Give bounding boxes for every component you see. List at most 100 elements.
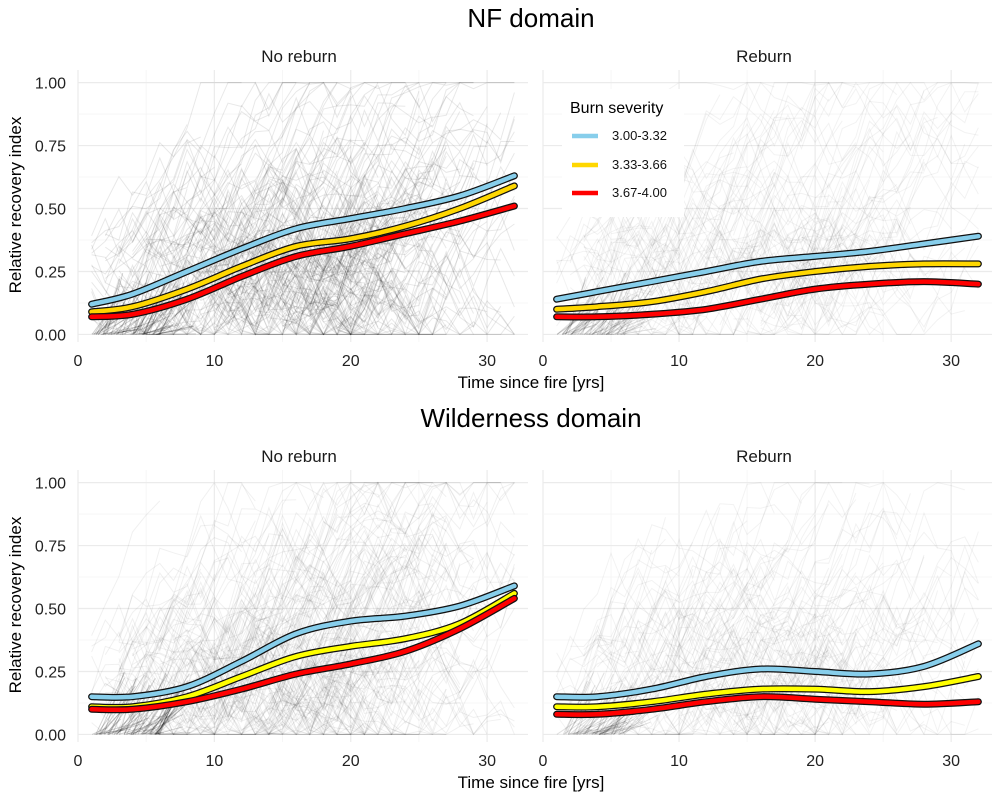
- trajectory-line: [568, 717, 592, 735]
- trajectory-line: [569, 211, 666, 325]
- trajectory-line: [213, 684, 365, 735]
- trajectory-line: [692, 572, 857, 681]
- trajectory-line: [157, 684, 183, 735]
- trajectory-line: [200, 535, 270, 659]
- trajectory-line: [705, 618, 884, 692]
- trajectory-line: [651, 177, 843, 306]
- trajectory-line: [282, 252, 501, 336]
- trajectory-line: [132, 598, 338, 727]
- trajectory-line: [773, 531, 979, 705]
- trajectory-line: [585, 725, 625, 735]
- trajectory-line: [295, 664, 365, 698]
- trajectory-line: [101, 325, 143, 335]
- y-tick-label: 0.00: [35, 327, 66, 344]
- trajectory-line: [282, 562, 515, 730]
- trajectory-line: [692, 119, 857, 292]
- trajectory-line: [124, 728, 155, 735]
- trajectory-line: [787, 587, 979, 718]
- trajectory-line: [118, 623, 188, 702]
- trajectory-line: [569, 556, 775, 703]
- trajectory-line: [214, 271, 283, 335]
- trajectory-line: [110, 329, 132, 335]
- trajectory-line: [173, 259, 283, 325]
- trajectory-line: [801, 90, 925, 290]
- trajectory-line: [597, 620, 748, 717]
- trajectory-line: [115, 319, 138, 335]
- trajectory-line: [787, 634, 979, 735]
- trajectory-line: [268, 198, 406, 278]
- trajectory-line: [556, 306, 666, 336]
- trajectory-line: [760, 565, 952, 736]
- trajectory-line: [733, 664, 816, 726]
- trajectory-line: [309, 250, 501, 336]
- series-line-3.00-3.32: [554, 233, 981, 302]
- trajectory-line: [787, 268, 884, 335]
- trajectory-line: [132, 586, 256, 672]
- trajectory-line: [94, 728, 131, 735]
- x-tick-label: 0: [539, 753, 548, 770]
- trajectory-line: [104, 82, 351, 283]
- trajectory-line: [186, 613, 420, 720]
- trajectory-line: [91, 136, 201, 255]
- trajectory-line: [254, 482, 501, 715]
- trajectory-line: [227, 676, 297, 716]
- trajectory-line: [605, 318, 636, 335]
- trajectory-line: [787, 589, 898, 647]
- trajectory-line: [100, 328, 141, 335]
- trajectory-line: [158, 298, 191, 335]
- series-line-3.00-3.32: [89, 583, 517, 700]
- trajectory-line: [719, 556, 925, 665]
- trajectory-line: [600, 717, 628, 735]
- trajectory-line: [173, 256, 352, 335]
- trajectory-line: [145, 146, 338, 264]
- trajectory-line: [746, 218, 857, 292]
- trajectory-line: [132, 166, 215, 243]
- trajectory-line: [200, 149, 447, 268]
- trajectory-line: [145, 284, 256, 323]
- trajectory-line: [241, 549, 393, 668]
- trajectory-line: [583, 579, 802, 736]
- trajectory-line: [104, 556, 229, 715]
- trajectory-line: [637, 634, 707, 674]
- trajectory-line: [556, 307, 594, 335]
- trajectory-line: [200, 565, 338, 661]
- trajectory-line: [309, 98, 420, 333]
- trajectory-line: [282, 672, 461, 735]
- trajectory-line: [323, 656, 447, 733]
- trajectory-line: [254, 482, 501, 705]
- trajectory-line: [801, 82, 979, 275]
- trajectory-line: [801, 116, 952, 243]
- trajectory-line: [159, 82, 311, 266]
- trajectory-line: [610, 237, 693, 335]
- trajectory-line: [227, 144, 447, 332]
- trajectory-line: [143, 325, 168, 335]
- trajectory-line: [282, 259, 474, 335]
- trajectory-line: [282, 286, 502, 336]
- trajectory-line: [142, 714, 184, 735]
- trajectory-line: [200, 482, 420, 651]
- trajectory-line: [692, 481, 938, 656]
- trajectory-line: [801, 195, 979, 330]
- trajectory-line: [651, 167, 775, 281]
- trajectory-line: [145, 481, 311, 653]
- trajectory-line: [585, 306, 615, 335]
- trajectory-line: [282, 579, 352, 656]
- trajectory-line: [145, 166, 243, 248]
- trajectory-line: [610, 601, 816, 732]
- x-tick-label: 20: [806, 753, 824, 770]
- trajectory-line: [173, 602, 283, 701]
- trajectory-line: [556, 225, 680, 299]
- trajectory-line: [760, 184, 898, 336]
- trajectory-line: [596, 482, 775, 650]
- trajectory-line: [91, 124, 188, 254]
- trajectory-line: [105, 678, 311, 735]
- trajectory-line: [143, 704, 184, 735]
- trajectory-line: [282, 106, 488, 239]
- trajectory-line: [760, 563, 966, 654]
- trajectory-line: [254, 663, 406, 736]
- trajectory-line: [678, 120, 884, 335]
- trajectory-line: [108, 329, 136, 335]
- trajectory-line: [173, 527, 324, 668]
- trajectory-line: [801, 229, 979, 335]
- trajectory-line: [173, 81, 406, 237]
